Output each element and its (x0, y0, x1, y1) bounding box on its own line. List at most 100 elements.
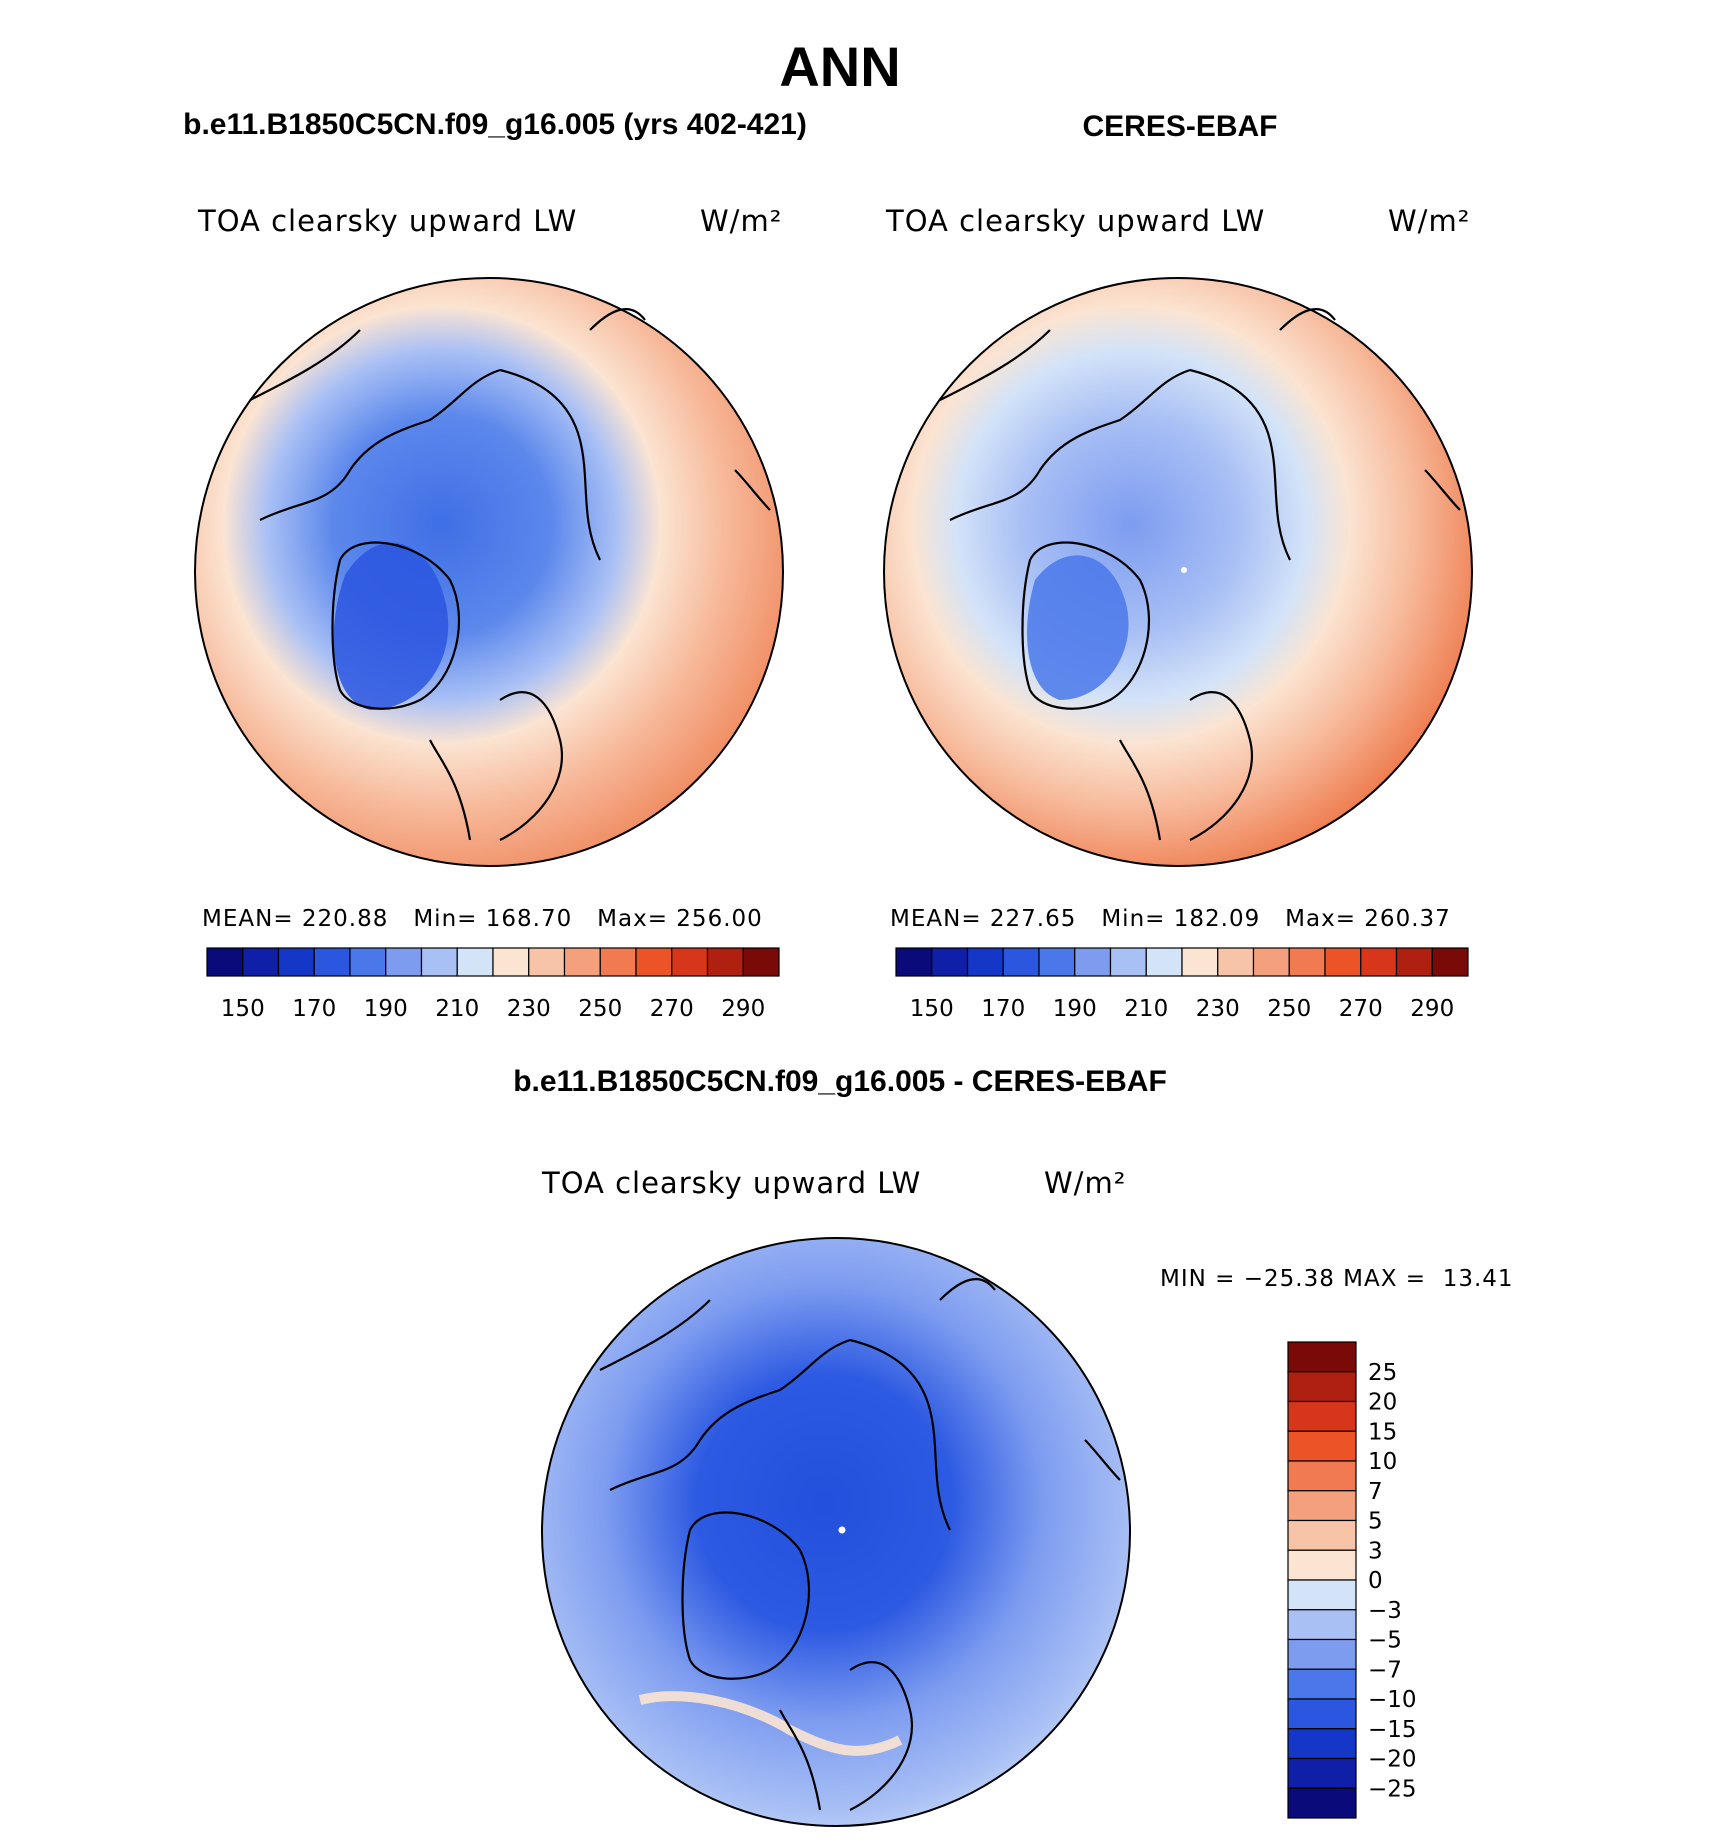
mean-label: MEAN= (202, 906, 294, 932)
min-label: Min= (1101, 906, 1166, 932)
colorbar-tick-label: −15 (1368, 1717, 1417, 1743)
greenland-low (1027, 555, 1129, 700)
colorbar-swatch (1324, 947, 1362, 977)
max-value: 260.37 (1364, 906, 1451, 932)
colorbar-swatch (1287, 1638, 1357, 1670)
north-pole-marker (838, 1526, 846, 1534)
colorbar-swatch (1181, 947, 1219, 977)
mean-value: 227.65 (989, 906, 1077, 932)
colorbar-tick-label: 25 (1368, 1360, 1397, 1386)
map-diff-border (541, 1237, 1131, 1827)
map-right-border (883, 277, 1473, 867)
colorbar-tick-label: 190 (364, 996, 408, 1022)
colorbar-swatch (456, 947, 494, 977)
colorbar-diff: 25 20 15 10 7 5 3 0 −3 −5 −7 −10 −15 −20 −25 (1287, 1341, 1417, 1819)
panel-right-variable: TOA clearsky upward LW (886, 204, 1266, 238)
panel-right-header: CERES-EBAF (1082, 110, 1278, 143)
colorbar-swatch (1038, 947, 1076, 977)
coastlines (599, 1278, 1121, 1811)
colorbar-swatch (742, 947, 780, 977)
mean-value: 220.88 (301, 906, 389, 932)
map-diff-field (542, 1238, 1130, 1826)
mean-label: MEAN= (890, 906, 982, 932)
colorbar-tick-label: 7 (1368, 1479, 1383, 1505)
main-title: ANN (779, 35, 901, 98)
colorbar-tick-label: 210 (435, 996, 479, 1022)
colorbar-swatch (635, 947, 673, 977)
colorbar-swatch (492, 947, 530, 977)
colorbar-swatch (1287, 1698, 1357, 1730)
colorbar-tick-label: 150 (910, 996, 954, 1022)
map-diff (541, 1237, 1131, 1827)
colorbar-tick-label: −3 (1368, 1598, 1402, 1624)
colorbar-tick-label: 190 (1053, 996, 1097, 1022)
colorbar-tick-label: −25 (1368, 1776, 1417, 1802)
colorbar-swatch (1217, 947, 1255, 977)
colorbar-swatch (1002, 947, 1040, 977)
colorbar-swatch (528, 947, 566, 977)
map-left-field (195, 278, 783, 866)
colorbar-swatch (1395, 947, 1433, 977)
diff-variable: TOA clearsky upward LW (542, 1166, 922, 1200)
colorbar-swatch (1360, 947, 1398, 977)
colorbar-swatch (1287, 1668, 1357, 1700)
coastlines (939, 308, 1461, 841)
panel-right-units: W/m² (1388, 204, 1471, 238)
diff-units: W/m² (1044, 1166, 1127, 1200)
colorbar-swatch (1287, 1728, 1357, 1760)
colorbar-tick-label: 20 (1368, 1390, 1397, 1416)
colorbar-swatch (931, 947, 969, 977)
colorbar-swatch (420, 947, 458, 977)
panel-right-stats: MEAN= 227.65 Min= 182.09 Max= 260.37 (890, 906, 1451, 932)
colorbar-tick-label: 170 (981, 996, 1025, 1022)
colorbar-left: 150 170 190 210 230 250 270 290 (206, 947, 780, 1022)
colorbar-swatch (1431, 947, 1469, 977)
colorbar-swatch (599, 947, 637, 977)
colorbar-tick-label: −20 (1368, 1747, 1417, 1773)
colorbar-swatch (1145, 947, 1183, 977)
colorbar-swatch (277, 947, 315, 977)
colorbar-swatch (563, 947, 601, 977)
colorbar-tick-label: 270 (1339, 996, 1383, 1022)
max-value: 256.00 (676, 906, 763, 932)
colorbar-swatch (206, 947, 244, 977)
min-value: 168.70 (485, 906, 573, 932)
panel-left-variable: TOA clearsky upward LW (198, 204, 578, 238)
colorbar-tick-label: 10 (1368, 1449, 1397, 1475)
colorbar-swatch (1287, 1519, 1357, 1551)
max-label: Max= (1285, 906, 1356, 932)
colorbar-swatch (966, 947, 1004, 977)
colorbar-tick-label: −10 (1368, 1687, 1417, 1713)
colorbar-swatch (1288, 947, 1326, 977)
colorbar-swatch (895, 947, 933, 977)
coastlines (249, 308, 771, 841)
colorbar-swatch (313, 947, 351, 977)
colorbar-tick-label: 0 (1368, 1568, 1383, 1594)
colorbar-tick-label: 290 (1410, 996, 1454, 1022)
colorbar-tick-label: 15 (1368, 1419, 1397, 1445)
map-left-border (194, 277, 784, 867)
map-right-field (884, 278, 1472, 866)
north-pole-marker (1181, 567, 1187, 573)
diff-header: b.e11.B1850C5CN.f09_g16.005 - CERES-EBAF (513, 1065, 1167, 1098)
colorbar-swatch (1287, 1430, 1357, 1462)
colorbar-swatch (1109, 947, 1147, 977)
colorbar-swatch (1252, 947, 1290, 977)
colorbar-swatch (1287, 1490, 1357, 1522)
colorbar-tick-label: 270 (650, 996, 694, 1022)
colorbar-swatch (1287, 1341, 1357, 1373)
colorbar-swatch (1287, 1460, 1357, 1492)
colorbar-tick-label: 290 (721, 996, 765, 1022)
greenland-low (333, 542, 449, 710)
diff-warm-band (638, 1691, 903, 1756)
min-label: Min= (413, 906, 478, 932)
colorbar-right: 150 170 190 210 230 250 270 290 (895, 947, 1469, 1022)
diff-minmax: MIN = −25.38 MAX = 13.41 (1160, 1266, 1514, 1292)
colorbar-tick-label: 5 (1368, 1509, 1383, 1535)
colorbar-swatch (706, 947, 744, 977)
colorbar-swatch (1287, 1757, 1357, 1789)
colorbar-tick-label: 250 (578, 996, 622, 1022)
colorbar-swatch (1287, 1400, 1357, 1432)
colorbar-tick-label: −5 (1368, 1628, 1402, 1654)
